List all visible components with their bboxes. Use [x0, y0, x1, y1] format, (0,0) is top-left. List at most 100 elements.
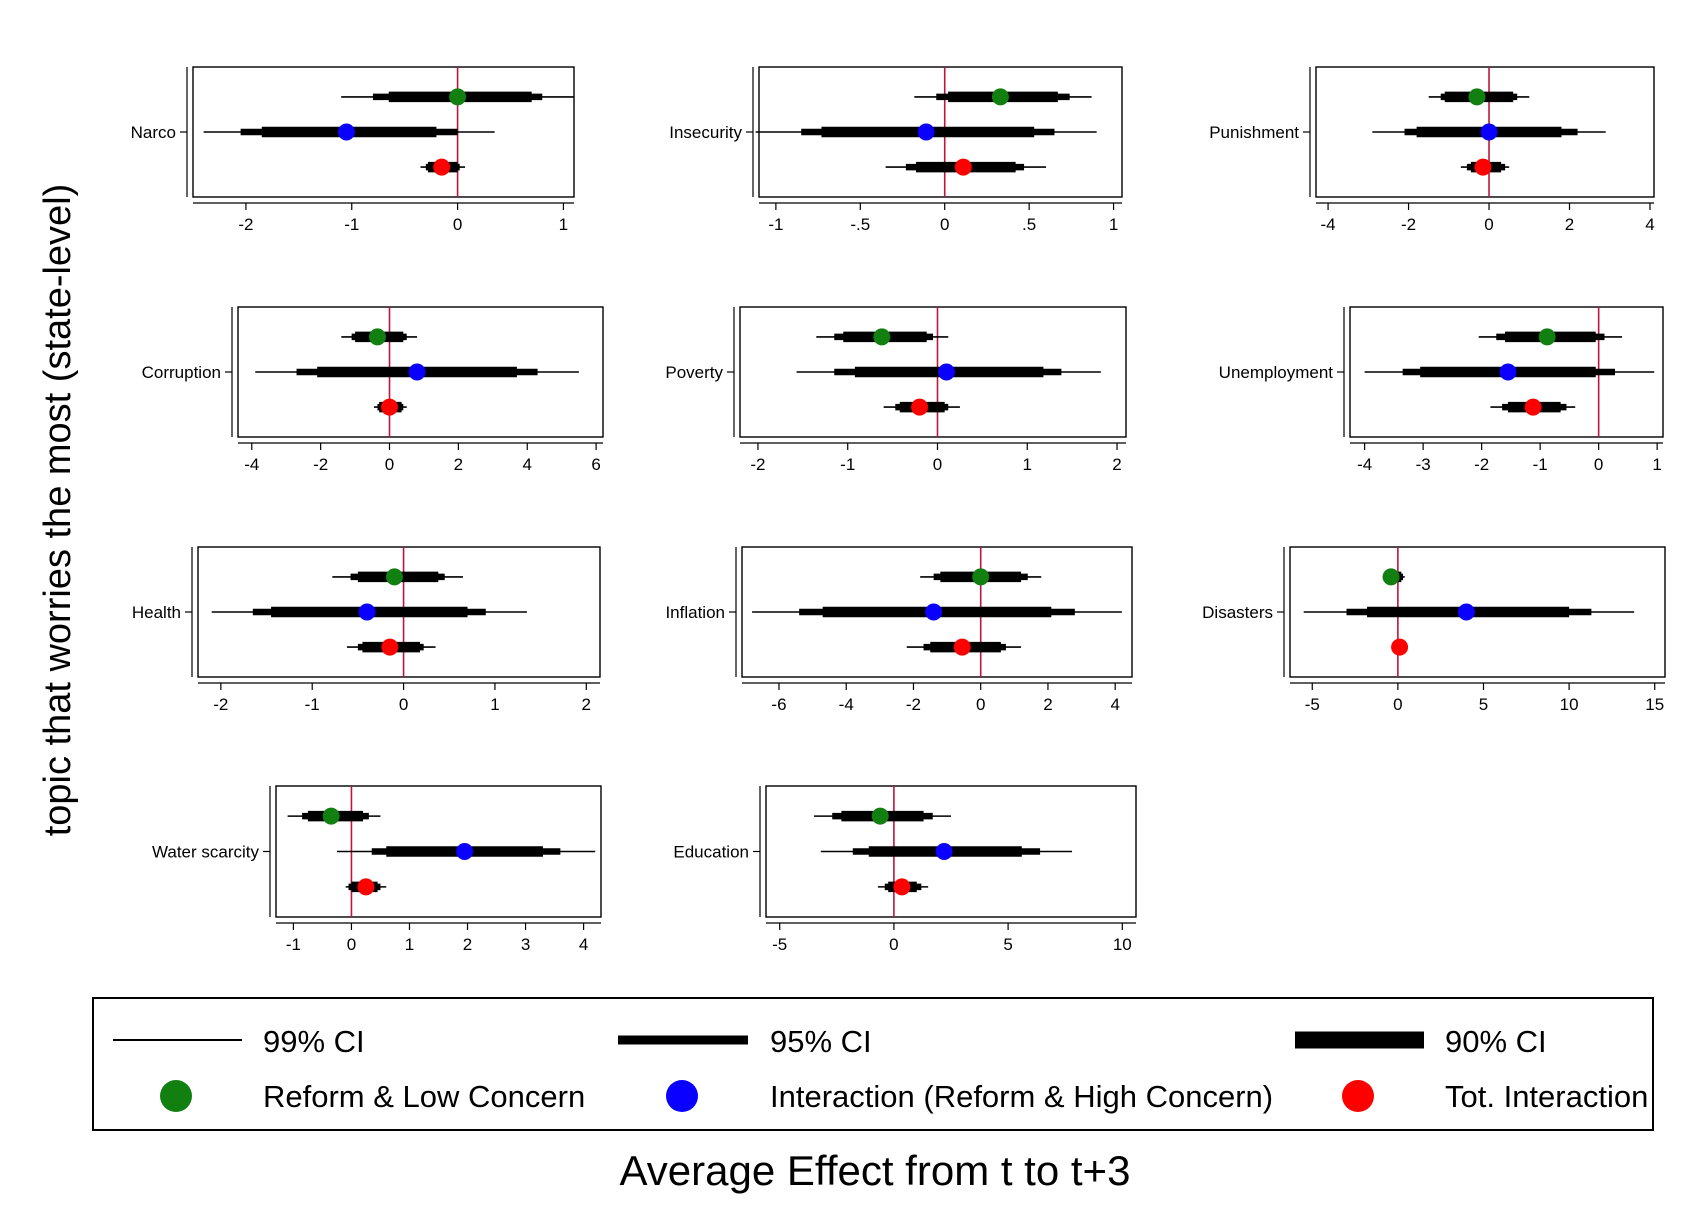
panel-inflation: -6 -4 -2 0 2 4 Inflation: [665, 546, 1133, 714]
x-tick-label: -1: [1533, 455, 1548, 474]
x-tick-label: -1: [344, 215, 359, 234]
category-label: Punishment: [1209, 123, 1299, 142]
x-tick-label: 1: [1109, 215, 1118, 234]
plot-frame: [1349, 306, 1664, 438]
x-tick-label: 3: [521, 935, 530, 954]
plot-frame: [765, 785, 1137, 918]
category-label: Water scarcity: [152, 843, 260, 862]
point-estimate-3: [1524, 398, 1542, 416]
point-estimate-3: [433, 158, 451, 176]
x-tick-label: -1: [286, 935, 301, 954]
x-tick-label: 2: [454, 455, 463, 474]
panel-education: -5 0 5 10 Education: [673, 785, 1137, 954]
category-label: Disasters: [1202, 603, 1273, 622]
panels-group: -2 -1 0 1 Narco -1 -.5 0 .5 1 Insecurity -4 -2 0 2 4 Pun…: [131, 66, 1666, 954]
plot-frame: [192, 66, 575, 198]
category-label: Insecurity: [669, 123, 742, 142]
plot-frame: [1289, 546, 1666, 678]
x-tick-label: 4: [1645, 215, 1654, 234]
plot-frame: [237, 306, 604, 438]
x-tick-label: 10: [1113, 935, 1132, 954]
panel-corruption: -4 -2 0 2 4 6 Corruption: [142, 306, 604, 474]
plot-frame: [197, 546, 601, 678]
x-tick-label: 4: [523, 455, 532, 474]
x-tick-label: -1: [305, 695, 320, 714]
x-tick-label: 0: [453, 215, 462, 234]
x-tick-label: 0: [1393, 695, 1402, 714]
x-tick-label: -5: [1305, 695, 1320, 714]
category-label: Health: [132, 603, 181, 622]
point-estimate-1: [322, 807, 340, 825]
y-axis-title: topic that worries the most (state-level…: [37, 184, 79, 837]
x-tick-label: .5: [1022, 215, 1036, 234]
category-label: Unemployment: [1219, 363, 1334, 382]
x-tick-label: -2: [906, 695, 921, 714]
point-estimate-2: [937, 363, 955, 381]
x-tick-label: -1: [768, 215, 783, 234]
x-tick-label: 2: [463, 935, 472, 954]
point-estimate-1: [449, 88, 467, 106]
point-estimate-2: [1480, 123, 1498, 141]
x-tick-label: -2: [213, 695, 228, 714]
x-axis-title: Average Effect from t to t+3: [620, 1147, 1131, 1194]
point-estimate-2: [337, 123, 355, 141]
x-tick-label: -.5: [850, 215, 870, 234]
x-tick-label: 1: [1652, 455, 1661, 474]
point-estimate-3: [954, 158, 972, 176]
legend-red-label: Tot. Interaction: [1445, 1079, 1648, 1114]
x-tick-label: 1: [559, 215, 568, 234]
panel-water-scarcity: -1 0 1 2 3 4 Water scarcity: [152, 785, 602, 954]
x-tick-label: 2: [1112, 455, 1121, 474]
legend-green-label: Reform & Low Concern: [263, 1079, 585, 1114]
point-estimate-1: [991, 88, 1009, 106]
plot-frame: [741, 546, 1133, 678]
x-tick-label: 0: [399, 695, 408, 714]
x-tick-label: -4: [1357, 455, 1372, 474]
point-estimate-1: [1468, 88, 1486, 106]
x-tick-label: 0: [933, 455, 942, 474]
category-label: Poverty: [665, 363, 723, 382]
legend-ci95-label: 95% CI: [770, 1024, 872, 1059]
panel-insecurity: -1 -.5 0 .5 1 Insecurity: [669, 66, 1123, 234]
plot-frame: [739, 306, 1127, 438]
point-estimate-2: [408, 363, 426, 381]
point-estimate-3: [381, 638, 399, 656]
x-tick-label: 1: [1023, 455, 1032, 474]
point-estimate-3: [381, 398, 399, 416]
point-estimate-2: [456, 843, 474, 860]
panel-narco: -2 -1 0 1 Narco: [131, 66, 575, 234]
x-tick-label: -3: [1416, 455, 1431, 474]
x-tick-label: 5: [1003, 935, 1012, 954]
plot-frame: [1315, 66, 1655, 198]
x-tick-label: -2: [313, 455, 328, 474]
panel-unemployment: -4 -3 -2 -1 0 1 Unemployment: [1219, 306, 1664, 474]
x-tick-label: -4: [1321, 215, 1336, 234]
point-estimate-1: [972, 568, 990, 586]
x-tick-label: 0: [889, 935, 898, 954]
plot-frame: [275, 785, 602, 918]
panel-punishment: -4 -2 0 2 4 Punishment: [1209, 66, 1655, 234]
x-tick-label: 0: [1484, 215, 1493, 234]
category-label: Corruption: [142, 363, 221, 382]
point-estimate-1: [1538, 328, 1556, 346]
x-tick-label: 2: [582, 695, 591, 714]
point-estimate-1: [368, 328, 386, 346]
point-estimate-3: [1474, 158, 1492, 176]
legend-red-marker: [1342, 1080, 1374, 1112]
category-label: Education: [673, 843, 749, 862]
point-estimate-1: [871, 807, 889, 825]
x-tick-label: -4: [839, 695, 854, 714]
panel-disasters: -5 0 5 10 15 Disasters: [1202, 546, 1666, 714]
point-estimate-2: [1499, 363, 1517, 381]
category-label: Inflation: [665, 603, 725, 622]
legend-box: [92, 997, 1654, 1131]
x-tick-label: -2: [238, 215, 253, 234]
point-estimate-2: [1457, 603, 1475, 621]
x-tick-label: 2: [1043, 695, 1052, 714]
x-tick-label: 0: [385, 455, 394, 474]
point-estimate-1: [873, 328, 891, 346]
x-tick-label: 4: [1110, 695, 1119, 714]
x-tick-label: 10: [1560, 695, 1579, 714]
panel-poverty: -2 -1 0 1 2 Poverty: [665, 306, 1127, 474]
point-estimate-3: [357, 878, 375, 896]
